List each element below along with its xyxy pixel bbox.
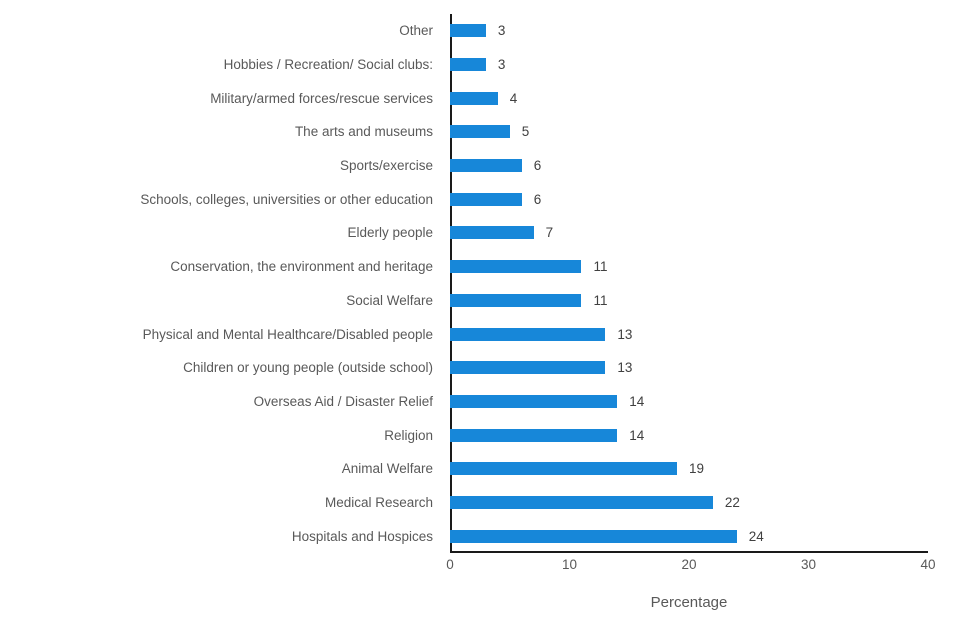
value-label: 14 [629,427,645,443]
x-tick-label: 30 [800,557,817,572]
bar-zone: 22 [450,486,928,520]
bar-zone: 19 [450,452,928,486]
category-label: Religion [384,427,433,443]
category-label: Animal Welfare [341,461,433,477]
bar [450,495,713,509]
bar-row: Hospitals and Hospices 24 [0,519,928,553]
bar [450,125,510,139]
category-label: Schools, colleges, universities or other… [140,191,433,207]
category-label: Elderly people [347,225,433,241]
category-label: Military/armed forces/rescue services [210,90,433,106]
bar [450,293,582,307]
bar [450,159,522,173]
category-label: Children or young people (outside school… [183,360,433,376]
category-label: Medical Research [324,494,433,510]
bar-row: Religion 14 [0,418,928,452]
category-label: Social Welfare [346,292,433,308]
value-label: 3 [497,23,506,39]
bar [450,91,498,105]
bar [450,24,486,38]
bar-chart: Other 3 Hobbies / Recreation/ Social clubs… [0,14,936,579]
bar-row: Other 3 [0,14,928,48]
category-label: Overseas Aid / Disaster Relief [253,393,433,409]
bar-zone: 24 [450,519,928,553]
bar-row: Hobbies / Recreation/ Social clubs: 3 [0,48,928,82]
value-label: 6 [533,158,542,174]
bar-zone: 7 [450,216,928,250]
category-label: Hospitals and Hospices [291,528,433,544]
x-tick-label: 40 [920,557,936,572]
bar-row: Social Welfare 11 [0,284,928,318]
value-label: 13 [617,360,633,376]
bar-row: Elderly people 7 [0,216,928,250]
value-label: 11 [593,292,608,308]
value-label: 6 [533,191,542,207]
x-tick-label: 20 [681,557,697,572]
value-label: 5 [521,124,530,140]
bar-zone: 14 [450,418,928,452]
bar-zone: 5 [450,115,928,149]
value-label: 14 [629,393,645,409]
value-label: 7 [545,225,554,241]
bar [450,226,534,240]
x-tick-label: 0 [446,557,454,572]
bar-zone: 6 [450,149,928,183]
bar-row: Medical Research 22 [0,486,928,520]
value-label: 22 [724,494,740,510]
bar-zone: 3 [450,48,928,82]
category-label: Other [399,23,433,39]
bar-row: Physical and Mental Healthcare/Disabled … [0,317,928,351]
bar [450,394,618,408]
bar [450,260,582,274]
bar [450,361,606,375]
bar-row: Military/armed forces/rescue services 4 [0,81,928,115]
bar-row: Animal Welfare 19 [0,452,928,486]
bar-row: The arts and museums 5 [0,115,928,149]
bar [450,428,618,442]
x-axis: 0 10 20 30 40 [0,557,935,579]
bar-zone: 14 [450,385,928,419]
value-label: 11 [593,259,608,275]
bar-zone: 6 [450,182,928,216]
x-tick-label: 10 [561,557,578,572]
bar-zone: 13 [450,317,928,351]
bar-zone: 11 [450,284,928,318]
category-label: The arts and museums [294,124,433,140]
value-label: 13 [617,326,633,342]
bar-rows: Other 3 Hobbies / Recreation/ Social clubs… [0,14,928,553]
category-label: Sports/exercise [339,158,433,174]
bar-row: Schools, colleges, universities or other… [0,182,928,216]
bar [450,192,522,206]
bar-row: Overseas Aid / Disaster Relief 14 [0,385,928,419]
value-label: 24 [748,528,764,544]
x-axis-title: Percentage [650,594,728,611]
bar-row: Sports/exercise 6 [0,149,928,183]
bar-zone: 11 [450,250,928,284]
bar-row: Conservation, the environment and herita… [0,250,928,284]
bar-zone: 13 [450,351,928,385]
bar-row: Children or young people (outside school… [0,351,928,385]
bar-zone: 3 [450,14,928,48]
category-label: Conservation, the environment and herita… [170,259,433,275]
bar [450,58,486,72]
bar [450,462,678,476]
category-label: Hobbies / Recreation/ Social clubs: [223,57,433,73]
value-label: 19 [689,461,705,477]
bar [450,529,737,543]
bar-zone: 4 [450,81,928,115]
category-label: Physical and Mental Healthcare/Disabled … [142,326,433,342]
value-label: 4 [509,90,518,106]
bar [450,327,606,341]
value-label: 3 [497,57,506,73]
